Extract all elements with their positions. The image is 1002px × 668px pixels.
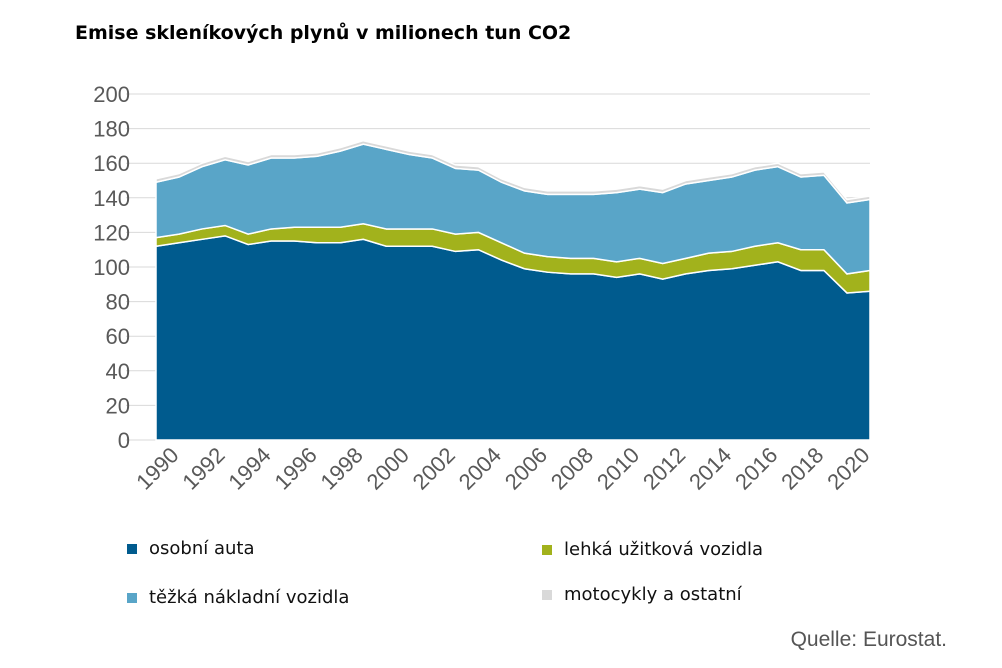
- x-tick-label: 2016: [730, 442, 782, 494]
- area-chart: 0 20 40 60 80 100 120 140 160 180 200 199019921994…: [93, 82, 874, 495]
- chart-title: Emise skleníkových plynů v milionech tun…: [75, 22, 572, 44]
- legend-item-lcv: lehká užitková vozidla: [542, 539, 763, 560]
- x-tick-label: 1996: [269, 442, 321, 494]
- x-tick-label: 2018: [776, 442, 828, 494]
- legend-swatch-moto: [542, 589, 552, 600]
- legend-swatch-hgv: [127, 592, 137, 603]
- y-tick-label: 40: [106, 359, 130, 384]
- x-tick-label: 2014: [684, 442, 736, 494]
- legend-label-hgv: těžká nákladní vozidla: [149, 587, 350, 608]
- stacked-areas: [155, 139, 871, 441]
- source-note: Quelle: Eurostat.: [790, 628, 947, 651]
- x-tick-label: 1990: [131, 442, 183, 494]
- y-tick-label: 0: [118, 428, 130, 453]
- x-tick-label: 2012: [638, 442, 690, 494]
- y-tick-label: 180: [93, 117, 130, 142]
- area-series: [155, 139, 871, 204]
- legend-swatch-lcv: [542, 544, 552, 555]
- legend-label-lcv: lehká užitková vozidla: [564, 539, 764, 560]
- x-tick-label: 2008: [546, 442, 598, 494]
- legend-label-moto: motocykly a ostatní: [564, 584, 742, 605]
- x-tick-label: 2010: [592, 442, 644, 494]
- legend-item-hgv: těžká nákladní vozidla: [127, 587, 349, 608]
- y-tick-label: 20: [106, 393, 130, 418]
- x-axis-ticks: 1990199219941996199820002002200420062008…: [131, 442, 874, 494]
- x-tick-label: 1998: [316, 442, 368, 494]
- x-tick-label: 2000: [362, 442, 414, 494]
- area-series: [155, 235, 871, 441]
- y-tick-label: 120: [93, 220, 130, 245]
- y-axis-ticks: 0 20 40 60 80 100 120 140 160 180 200: [93, 82, 130, 453]
- y-tick-label: 100: [93, 255, 130, 280]
- legend-item-moto: motocykly a ostatní: [542, 584, 742, 605]
- x-tick-label: 1992: [177, 442, 229, 494]
- legend-item-cars: osobní auta: [127, 538, 255, 559]
- x-tick-label: 2002: [408, 442, 460, 494]
- y-tick-label: 60: [106, 324, 130, 349]
- legend-label-cars: osobní auta: [149, 538, 255, 559]
- x-tick-label: 2004: [454, 442, 506, 494]
- x-tick-label: 2020: [822, 442, 874, 494]
- legend-swatch-cars: [127, 543, 137, 554]
- x-tick-label: 2006: [500, 442, 552, 494]
- y-tick-label: 200: [93, 82, 130, 107]
- x-tick-label: 1994: [223, 442, 275, 494]
- y-tick-label: 160: [93, 151, 130, 176]
- y-tick-label: 140: [93, 186, 130, 211]
- y-tick-label: 80: [106, 290, 130, 315]
